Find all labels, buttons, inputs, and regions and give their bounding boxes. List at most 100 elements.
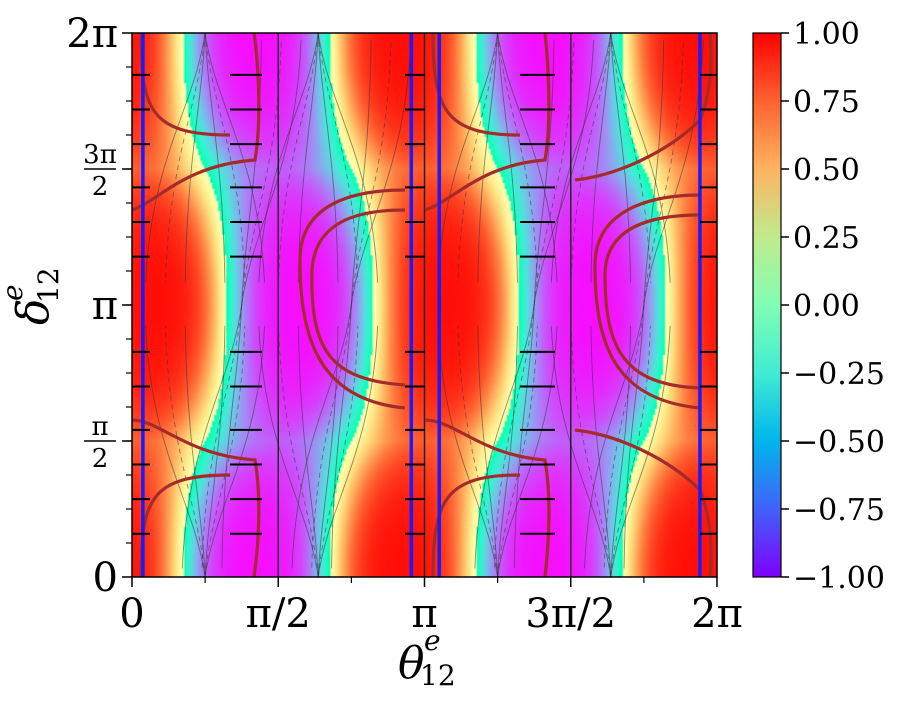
x-tick-label: π/2 [246,591,311,637]
contour-line [241,40,262,306]
contour-line [497,33,518,283]
contour-line [497,325,518,577]
colorbar-tick-label: −1.00 [793,561,885,596]
contour-line [145,33,206,283]
colorbar-ticks: 1.00 0.75 0.50 0.25 0.00 −0.25 −0.50 −0.75 −1.00 [781,17,885,596]
colorbar: 1.00 0.75 0.50 0.25 0.00 −0.25 −0.50 −0.75 −1.00 [752,17,885,596]
boundary-curve [132,418,261,577]
contour-line [317,325,339,577]
contour-line [497,33,558,283]
contour-line [258,325,319,577]
colorbar-tick-label: −0.50 [793,425,885,460]
contour-line [494,304,535,569]
boundary-curve [310,208,406,387]
contour-line [297,325,319,577]
contour-line [457,33,499,283]
colorbar-tick-label: 0.75 [793,85,860,120]
x-axis-title: θ e 12 [398,624,456,692]
boundary-curve [424,418,551,577]
x-axis-superscript: e [424,624,441,657]
vertical-blue-lines [141,33,702,577]
contour-line [331,304,352,569]
y-tick-label-denominator: 2 [92,172,109,202]
contour-line [590,325,612,577]
contour-line [291,304,352,569]
contour-line [584,304,645,569]
x-tick-label: 0 [119,591,144,637]
contour-line [184,325,206,577]
contour-line [204,33,226,283]
x-axis: 0 π/2 π 3π/2 2π [119,577,743,637]
contour-line [350,40,392,306]
contour-line [643,40,684,306]
contour-line [513,304,535,569]
boundary-curve [132,33,261,212]
contour-line [497,325,538,577]
y-tick-label: 2π [66,11,118,57]
colorbar-bar [752,32,782,578]
plot-area [131,32,718,578]
x-axis-subscript: 12 [420,659,456,692]
y-tick-label-numerator: π [91,412,108,442]
contour-line [623,304,645,569]
contour-line [317,33,359,283]
contour-line [241,40,302,306]
contour-line [317,33,379,283]
contour-line [477,325,499,577]
contour-line [610,325,631,577]
x-tick-label: 3π/2 [525,591,616,637]
boundary-curve [424,33,551,212]
boundary-curve [298,188,406,410]
contour-line [570,33,612,283]
y-tick-label: 0 [93,555,118,601]
contour-line [477,33,499,283]
contour-line [317,325,379,577]
contour-line [550,33,612,283]
horizontal-tick-marks [132,73,717,535]
colorbar-tick-label: −0.25 [793,357,885,392]
y-axis-subscript: 12 [32,267,65,303]
colorbar-tick-label: 0.25 [793,221,860,256]
contour-line [437,325,499,577]
y-tick-label-numerator: 3π [83,140,117,170]
y-tick-label-denominator: 2 [92,444,109,474]
contour-line [533,40,575,306]
contour-line [145,325,206,577]
boundary-curve [431,473,521,577]
contour-line [204,325,246,577]
contour-line [311,304,352,569]
contour-line [317,33,339,283]
contour-line [497,33,538,283]
x-axis-symbol: θ [398,638,425,689]
contour-line [610,325,651,577]
contour-line [550,325,612,577]
contour-lines [145,33,704,577]
contour-line [165,325,206,577]
contour-line [181,304,243,569]
contour-line [533,40,555,306]
contour-line [184,33,206,283]
contour-line [603,304,645,569]
colorbar-tick-label: 0.00 [793,289,860,324]
y-axis-title: δ e 12 [0,267,65,325]
boundary-curve [593,193,701,410]
contour-line [204,33,265,283]
colorbar-tick-label: 0.50 [793,153,860,188]
contour-line [317,325,359,577]
y-axis-superscript: e [0,284,29,301]
contour-line [474,304,535,569]
contour-line [570,325,612,577]
contour-line [204,33,246,283]
contour-line [204,325,265,577]
contour-line [165,33,206,283]
contour-line [221,304,243,569]
contour-line [497,325,558,577]
y-tick-label: π [92,283,118,329]
boundary-curve [431,33,521,137]
contour-line [610,325,671,577]
colorbar-tick-label: −0.75 [793,493,885,528]
contour-line [610,33,651,283]
contour-line [297,33,319,283]
contour-line [201,304,243,569]
